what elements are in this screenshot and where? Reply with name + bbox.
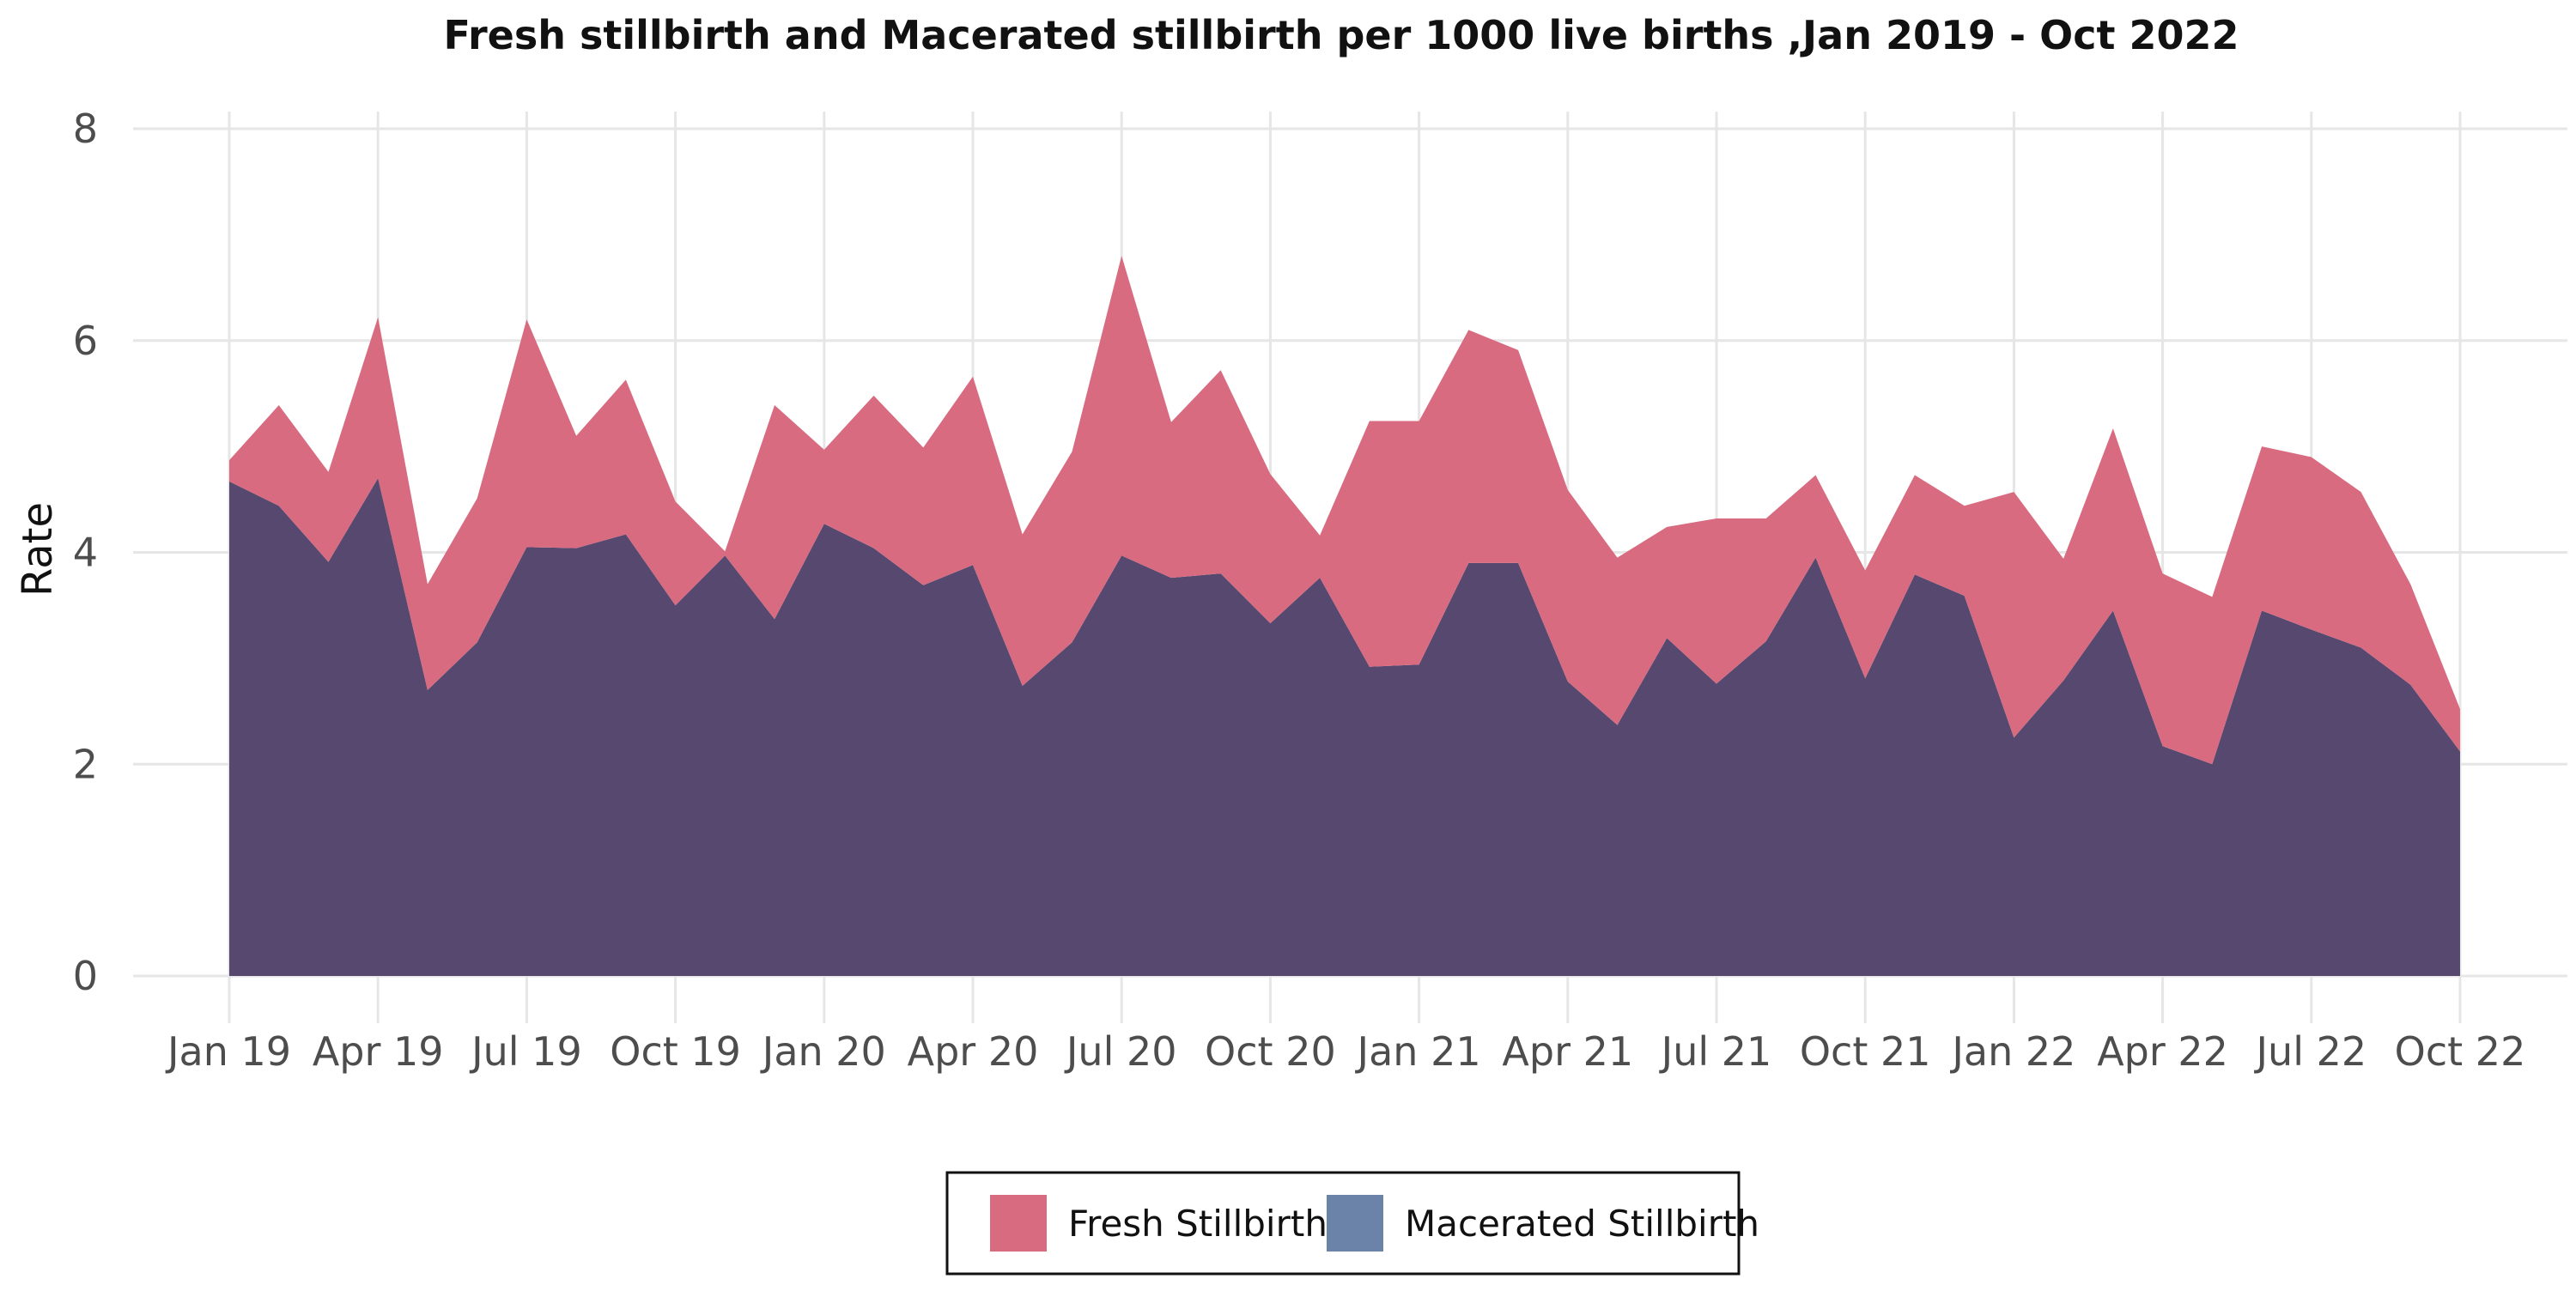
y-tick-label: 0 <box>73 953 98 999</box>
x-tick-label: Jul 21 <box>1659 1028 1772 1075</box>
x-tick-label: Oct 20 <box>1205 1028 1336 1075</box>
legend: Fresh Stillbirth Macerated Stillbirth <box>945 1171 1759 1276</box>
x-tick-label: Jan 21 <box>1355 1028 1481 1075</box>
x-tick-label: Jan 19 <box>165 1028 291 1075</box>
x-tick-label: Apr 21 <box>1502 1028 1633 1075</box>
x-tick-label: Oct 19 <box>610 1028 741 1075</box>
x-axis-tick-labels: Jan 19 Apr 19 Jul 19 Oct 19 Jan 20 Apr 20 Jul … <box>165 1028 2525 1075</box>
legend-swatch-macerated-stillbirth <box>1327 1195 1383 1252</box>
y-tick-label: 8 <box>73 106 98 152</box>
y-axis-title: Rate <box>14 502 62 597</box>
legend-label-fresh-stillbirth: Fresh Stillbirth <box>1068 1203 1327 1245</box>
area-series-macerated-stillbirth <box>229 478 2460 976</box>
y-tick-label: 6 <box>73 318 98 364</box>
x-tick-label: Jan 22 <box>1949 1028 2075 1075</box>
area-series-fresh-stillbirth <box>229 256 2460 765</box>
x-tick-label: Jul 22 <box>2253 1028 2366 1075</box>
y-tick-label: 4 <box>73 530 98 576</box>
legend-swatch-fresh-stillbirth <box>990 1195 1047 1252</box>
x-tick-label: Apr 19 <box>313 1028 444 1075</box>
x-tick-label: Jul 19 <box>469 1028 582 1075</box>
x-tick-label: Apr 22 <box>2097 1028 2228 1075</box>
x-tick-label: Jan 20 <box>760 1028 886 1075</box>
x-tick-label: Jul 20 <box>1064 1028 1177 1075</box>
x-tick-label: Oct 22 <box>2395 1028 2526 1075</box>
chart-title: Fresh stillbirth and Macerated stillbirt… <box>443 12 2239 58</box>
x-tick-label: Oct 21 <box>1800 1028 1931 1075</box>
data-areas <box>229 256 2460 976</box>
y-tick-label: 2 <box>73 741 98 787</box>
x-tick-label: Apr 20 <box>908 1028 1039 1075</box>
legend-label-macerated-stillbirth: Macerated Stillbirth <box>1405 1203 1759 1245</box>
y-axis-tick-labels: 0 2 4 6 8 <box>73 106 98 999</box>
